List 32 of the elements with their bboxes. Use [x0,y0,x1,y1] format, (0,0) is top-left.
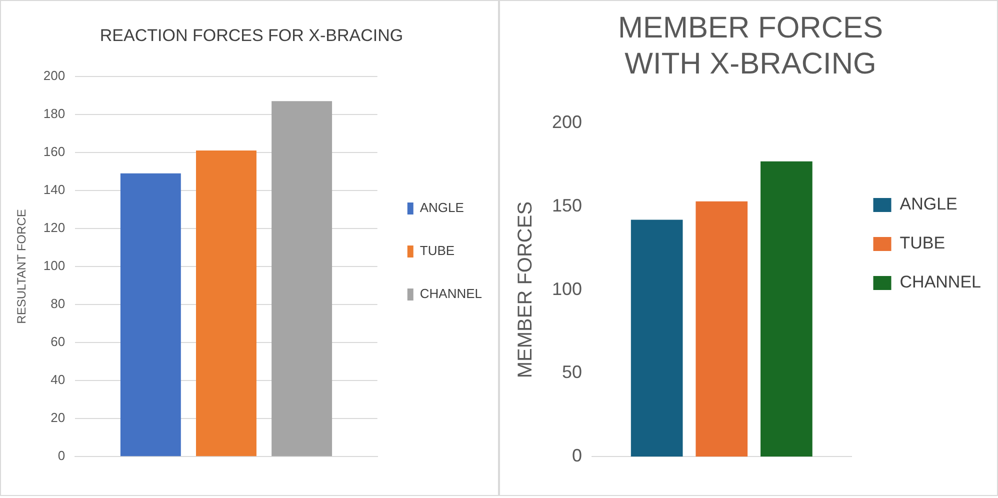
y-tick-label: 60 [50,334,66,350]
legend-label: CHANNEL [420,286,482,302]
y-tick-label: 120 [43,220,66,236]
legend-label: CHANNEL [900,272,982,292]
bar [196,150,256,456]
bar [272,101,332,456]
y-axis-title: RESULTANT FORCE [14,209,29,324]
bar [760,161,812,457]
y-tick-label: 20 [50,410,66,426]
y-tick-label: 100 [552,278,582,299]
y-tick-label: 160 [43,144,66,160]
y-tick-label: 200 [43,68,66,83]
bar [696,201,748,457]
y-axis-title: MEMBER FORCES [514,201,537,378]
y-tick-label: 100 [43,258,66,274]
y-tick-label: 150 [552,195,582,216]
y-tick-label: 200 [552,112,582,132]
y-tick-label: 50 [562,362,582,382]
legend-label: TUBE [900,234,946,253]
y-tick-label: 80 [50,296,66,312]
y-tick-label: 140 [43,182,66,198]
legend-label: ANGLE [420,200,464,216]
y-tick-label: 40 [50,372,66,388]
legend-label: ANGLE [900,194,958,214]
y-tick-label: 180 [43,106,66,121]
chart-title: REACTION FORCES FOR X-BRACING [100,26,404,45]
y-tick-label: 0 [572,446,582,466]
y-tick-label: 0 [58,448,66,464]
bar [630,220,683,457]
bar [120,173,181,456]
legend-label: TUBE [420,243,455,258]
chart-title: MEMBER FORCES WITH X-BRACING [618,11,884,80]
